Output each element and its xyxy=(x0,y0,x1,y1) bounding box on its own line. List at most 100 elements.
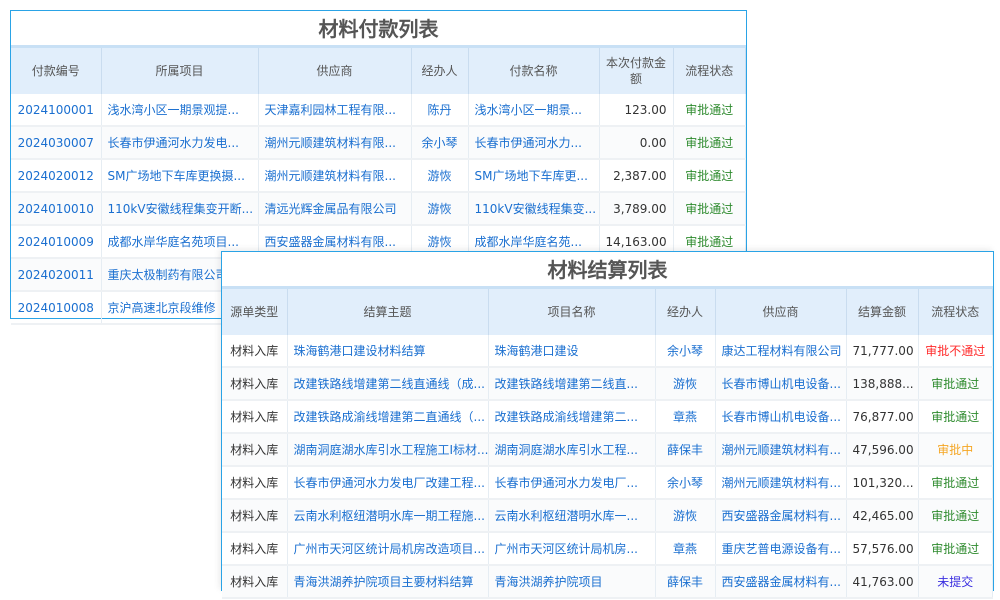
table-cell: 材料入库 xyxy=(222,433,288,467)
column-header[interactable]: 项目名称 xyxy=(488,289,656,335)
table-cell[interactable]: 长春市伊通河水力发电厂... xyxy=(488,466,656,500)
settlement-table: 源单类型 结算主题 项目名称 经办人 供应商 结算金额 流程状态 材料入库 珠海鹤港口建设材料结… xyxy=(222,289,993,599)
table-row[interactable]: 材料入库 青海洪湖养护院项目主要材料结算 青海洪湖养护院项目 薛保丰 西安盛器金属材料有… xyxy=(222,565,993,599)
table-row[interactable]: 材料入库 广州市天河区统计局机房改造项目... 广州市天河区统计局机房... 章燕 重庆… xyxy=(222,532,993,566)
table-cell[interactable]: 长春市伊通河水力发电... xyxy=(101,126,259,160)
table-cell[interactable]: 游恢 xyxy=(411,192,469,226)
table-cell[interactable]: 浅水湾小区一期景... xyxy=(468,94,600,127)
column-header[interactable]: 供应商 xyxy=(715,289,847,335)
table-cell[interactable]: 改建铁路成渝线增建第二... xyxy=(488,400,656,434)
table-row[interactable]: 2024010010 110kV安徽线程集变开断... 清远光辉金属品有限公司 游恢 1… xyxy=(11,192,746,226)
column-header[interactable]: 源单类型 xyxy=(222,289,288,335)
column-header[interactable]: 经办人 xyxy=(655,289,716,335)
table-cell[interactable]: 广州市天河区统计局机房... xyxy=(488,532,656,566)
column-header[interactable]: 流程状态 xyxy=(918,289,993,335)
table-cell[interactable]: 长春市伊通河水力... xyxy=(468,126,600,160)
column-header[interactable]: 结算金额 xyxy=(846,289,919,335)
table-row[interactable]: 材料入库 珠海鹤港口建设材料结算 珠海鹤港口建设 余小琴 康达工程材料有限公司 71,77… xyxy=(222,335,993,368)
table-cell[interactable]: 游恢 xyxy=(655,367,716,401)
table-row[interactable]: 材料入库 云南水利枢纽潜明水库一期工程施... 云南水利枢纽潜明水库一... 游恢 西安… xyxy=(222,499,993,533)
table-row[interactable]: 材料入库 长春市伊通河水力发电厂改建工程... 长春市伊通河水力发电厂... 余小琴潮… xyxy=(222,466,993,500)
table-cell: 审批通过 xyxy=(918,367,993,401)
table-cell[interactable]: 云南水利枢纽潜明水库一期工程施... xyxy=(287,499,489,533)
table-cell[interactable]: 章燕 xyxy=(655,400,716,434)
table-cell[interactable]: 改建铁路线增建第二线直通线（成... xyxy=(287,367,489,401)
table-cell[interactable]: 2024010008 xyxy=(11,291,102,325)
table-row[interactable]: 材料入库 改建铁路线增建第二线直通线（成... 改建铁路线增建第二线直... 游恢 长春… xyxy=(222,367,993,401)
column-header[interactable]: 本次付款金额 xyxy=(599,48,674,94)
table-cell: 未提交 xyxy=(918,565,993,599)
table-cell[interactable]: 天津嘉利园林工程有限... xyxy=(258,94,412,127)
table-cell[interactable]: 广州市天河区统计局机房改造项目... xyxy=(287,532,489,566)
table-row[interactable]: 材料入库 湖南洞庭湖水库引水工程施工I标材... 湖南洞庭湖水库引水工程... 薛保丰… xyxy=(222,433,993,467)
table-cell[interactable]: 余小琴 xyxy=(655,335,716,368)
column-header[interactable]: 结算主题 xyxy=(287,289,489,335)
table-cell: 材料入库 xyxy=(222,532,288,566)
table-cell[interactable]: SM广场地下车库更换摄... xyxy=(101,159,259,193)
table-cell[interactable]: 游恢 xyxy=(655,499,716,533)
table-cell[interactable]: 湖南洞庭湖水库引水工程... xyxy=(488,433,656,467)
table-cell: 123.00 xyxy=(599,94,674,127)
table-cell[interactable]: 浅水湾小区一期景观提... xyxy=(101,94,259,127)
table-cell: 41,763.00 xyxy=(846,565,919,599)
table-cell[interactable]: 青海洪湖养护院项目主要材料结算 xyxy=(287,565,489,599)
table-cell[interactable]: 章燕 xyxy=(655,532,716,566)
table-cell[interactable]: 2024010009 xyxy=(11,225,102,259)
table-cell[interactable]: 2024010010 xyxy=(11,192,102,226)
table-cell[interactable]: SM广场地下车库更... xyxy=(468,159,600,193)
table-cell[interactable]: 西安盛器金属材料有... xyxy=(715,565,847,599)
table-cell[interactable]: 清远光辉金属品有限公司 xyxy=(258,192,412,226)
table-cell[interactable]: 珠海鹤港口建设 xyxy=(488,335,656,368)
table-cell[interactable]: 重庆艺普电源设备有... xyxy=(715,532,847,566)
table-cell[interactable]: 2024030007 xyxy=(11,126,102,160)
table-cell: 审批通过 xyxy=(918,466,993,500)
table-cell: 材料入库 xyxy=(222,400,288,434)
table-row[interactable]: 材料入库 改建铁路成渝线增建第二直通线（... 改建铁路成渝线增建第二... 章燕 长春… xyxy=(222,400,993,434)
table-cell[interactable]: 改建铁路线增建第二线直... xyxy=(488,367,656,401)
table-cell[interactable]: 康达工程材料有限公司 xyxy=(715,335,847,368)
table-cell[interactable]: 潮州元顺建筑材料有限... xyxy=(258,126,412,160)
table-cell: 材料入库 xyxy=(222,367,288,401)
table-cell: 审批不通过 xyxy=(918,335,993,368)
table-cell: 3,789.00 xyxy=(599,192,674,226)
table-cell: 材料入库 xyxy=(222,466,288,500)
table-cell[interactable]: 长春市博山机电设备... xyxy=(715,400,847,434)
table-cell[interactable]: 2024020011 xyxy=(11,258,102,292)
table-cell[interactable]: 云南水利枢纽潜明水库一... xyxy=(488,499,656,533)
payment-table: 付款编号 所属项目 供应商 经办人 付款名称 本次付款金额 流程状态 2024100001 浅水… xyxy=(11,48,746,325)
table-cell[interactable]: 潮州元顺建筑材料有... xyxy=(715,466,847,500)
table-cell[interactable]: 陈丹 xyxy=(411,94,469,127)
table-cell[interactable]: 珠海鹤港口建设材料结算 xyxy=(287,335,489,368)
table-cell[interactable]: 2024020012 xyxy=(11,159,102,193)
column-header[interactable]: 所属项目 xyxy=(101,48,259,94)
table-cell: 76,877.00 xyxy=(846,400,919,434)
table-cell[interactable]: 110kV安徽线程集变... xyxy=(468,192,600,226)
column-header[interactable]: 付款编号 xyxy=(11,48,102,94)
table-cell[interactable]: 西安盛器金属材料有... xyxy=(715,499,847,533)
table-cell[interactable]: 游恢 xyxy=(411,159,469,193)
table-row[interactable]: 2024020012 SM广场地下车库更换摄... 潮州元顺建筑材料有限... 游恢 S… xyxy=(11,159,746,193)
table-cell[interactable]: 湖南洞庭湖水库引水工程施工I标材... xyxy=(287,433,489,467)
table-cell[interactable]: 长春市博山机电设备... xyxy=(715,367,847,401)
column-header[interactable]: 付款名称 xyxy=(468,48,600,94)
payment-list-title: 材料付款列表 xyxy=(11,11,746,48)
table-cell[interactable]: 薛保丰 xyxy=(655,433,716,467)
table-cell[interactable]: 潮州元顺建筑材料有... xyxy=(715,433,847,467)
table-cell[interactable]: 余小琴 xyxy=(411,126,469,160)
column-header[interactable]: 供应商 xyxy=(258,48,412,94)
column-header[interactable]: 经办人 xyxy=(411,48,469,94)
table-cell[interactable]: 改建铁路成渝线增建第二直通线（... xyxy=(287,400,489,434)
table-cell: 审批通过 xyxy=(673,159,746,193)
table-row[interactable]: 2024100001 浅水湾小区一期景观提... 天津嘉利园林工程有限... 陈丹 浅水… xyxy=(11,94,746,127)
table-cell[interactable]: 长春市伊通河水力发电厂改建工程... xyxy=(287,466,489,500)
table-cell[interactable]: 余小琴 xyxy=(655,466,716,500)
table-cell[interactable]: 青海洪湖养护院项目 xyxy=(488,565,656,599)
table-row[interactable]: 2024030007 长春市伊通河水力发电... 潮州元顺建筑材料有限... 余小琴长… xyxy=(11,126,746,160)
table-cell: 0.00 xyxy=(599,126,674,160)
table-cell[interactable]: 110kV安徽线程集变开断... xyxy=(101,192,259,226)
table-cell[interactable]: 2024100001 xyxy=(11,94,102,127)
column-header[interactable]: 流程状态 xyxy=(673,48,746,94)
table-cell: 138,888... xyxy=(846,367,919,401)
table-cell[interactable]: 潮州元顺建筑材料有限... xyxy=(258,159,412,193)
table-cell[interactable]: 薛保丰 xyxy=(655,565,716,599)
